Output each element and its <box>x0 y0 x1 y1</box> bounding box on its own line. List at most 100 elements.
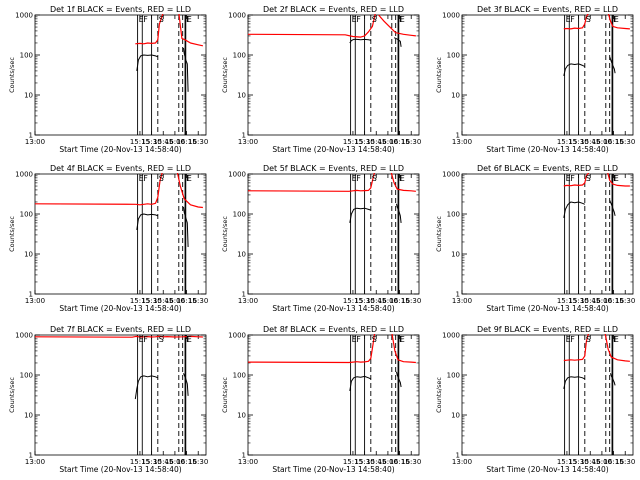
marker-label: F <box>570 174 575 183</box>
y-tick-label: 100 <box>233 372 246 380</box>
y-tick-label: 1000 <box>15 332 33 340</box>
plot-area <box>563 14 630 135</box>
events-series-line <box>183 373 189 396</box>
marker-label: F <box>186 335 191 344</box>
x-tick-label: 13:00 <box>452 297 472 305</box>
y-tick-label: 10 <box>451 92 460 100</box>
plot-area <box>248 334 416 455</box>
lld-series-line <box>563 173 590 187</box>
y-tick-label: 10 <box>24 92 33 100</box>
lld-series-line <box>248 334 376 364</box>
y-tick-label: 100 <box>20 52 33 60</box>
x-tick-label: 15:45 <box>153 458 173 466</box>
marker-label: F <box>399 15 404 24</box>
lld-series-line <box>35 173 163 206</box>
chart-panel: Det 2f BLACK = Events, RED = LLD 1 10 100 10… <box>221 5 421 154</box>
marker-label: F <box>570 335 575 344</box>
x-tick-label: 16:30 <box>401 297 421 305</box>
y-axis-label: Counts/sec <box>221 216 229 252</box>
x-tick-label: 15:30 <box>141 138 161 146</box>
chart-panel: Det 4f BLACK = Events, RED = LLD 1 10 100 10… <box>8 164 208 313</box>
y-tick-label: 1000 <box>442 12 460 20</box>
marker-label: S <box>159 174 164 183</box>
chart-title: Det 9f BLACK = Events, RED = LLD <box>477 325 618 334</box>
x-tick-label: 16:00 <box>378 458 398 466</box>
x-tick-label: 15:45 <box>153 297 173 305</box>
marker-label: E <box>614 15 619 24</box>
chart-title: Det 1f BLACK = Events, RED = LLD <box>50 5 191 14</box>
chart-panel: Det 8f BLACK = Events, RED = LLD 1 10 100 10… <box>221 325 421 474</box>
marker-label: F <box>399 174 404 183</box>
y-tick-label: 10 <box>237 92 246 100</box>
y-tick-label: 1000 <box>442 171 460 179</box>
y-tick-label: 1000 <box>15 12 33 20</box>
y-axis-label: Counts/sec <box>8 57 16 93</box>
x-tick-label: 16:00 <box>378 297 398 305</box>
y-tick-label: 1000 <box>442 332 460 340</box>
x-tick-label: 15:30 <box>141 458 161 466</box>
marker-label: F <box>356 15 361 24</box>
marker-label: E <box>400 335 405 344</box>
marker-label: E <box>352 335 357 344</box>
events-series-line <box>609 200 616 216</box>
lld-series-line <box>390 173 416 192</box>
events-series-line <box>563 376 586 390</box>
chart-panel: Det 3f BLACK = Events, RED = LLD 1 10 100 10… <box>435 5 635 154</box>
y-tick-label: 100 <box>20 211 33 219</box>
lld-series-line <box>607 173 630 187</box>
chart-panel: Det 1f BLACK = Events, RED = LLD 1 10 100 10… <box>8 5 208 154</box>
plot-frame <box>247 334 420 456</box>
plot-frame <box>34 173 207 295</box>
x-tick-label: 16:15 <box>389 458 409 466</box>
y-axis-label: Counts/sec <box>435 377 443 413</box>
x-tick-label: 16:30 <box>188 138 208 146</box>
y-tick-label: 100 <box>233 52 246 60</box>
x-axis-label: Start Time (20-Nov-13 14:58:40) <box>272 304 394 313</box>
x-axis-label: Start Time (20-Nov-13 14:58:40) <box>272 465 394 474</box>
chart-title: Det 7f BLACK = Events, RED = LLD <box>50 325 191 334</box>
y-axis-label: Counts/sec <box>8 216 16 252</box>
x-tick-label: 16:00 <box>378 138 398 146</box>
events-series-line <box>136 54 158 71</box>
y-tick-label: 100 <box>20 372 33 380</box>
marker-label: S <box>586 174 591 183</box>
y-tick-label: 10 <box>237 251 246 259</box>
x-tick-label: 13:00 <box>238 297 258 305</box>
x-tick-label: 16:00 <box>592 458 612 466</box>
chart-title: Det 8f BLACK = Events, RED = LLD <box>263 325 404 334</box>
chart-title: Det 5f BLACK = Events, RED = LLD <box>263 164 404 173</box>
y-axis-label: Counts/sec <box>221 377 229 413</box>
chart-panel: Det 5f BLACK = Events, RED = LLD 1 10 100 10… <box>221 164 421 313</box>
lld-series-line <box>563 14 589 30</box>
y-tick-label: 100 <box>233 211 246 219</box>
marker-label: F <box>613 15 618 24</box>
y-tick-label: 10 <box>451 251 460 259</box>
x-tick-label: 15:15 <box>130 297 150 305</box>
x-tick-label: 13:00 <box>238 138 258 146</box>
marker-label: I <box>611 174 613 183</box>
x-tick-label: 15:45 <box>580 297 600 305</box>
lld-series-line <box>135 14 164 45</box>
lld-series-line <box>248 14 376 38</box>
chart-title: Det 6f BLACK = Events, RED = LLD <box>477 164 618 173</box>
events-series-line <box>563 201 585 218</box>
x-tick-label: 16:30 <box>188 297 208 305</box>
marker-label: S <box>372 174 377 183</box>
events-series-line <box>134 375 158 400</box>
x-tick-label: 13:00 <box>25 297 45 305</box>
x-tick-label: 16:15 <box>389 138 409 146</box>
y-tick-label: 1 <box>456 291 460 299</box>
marker-label: F <box>143 15 148 24</box>
marker-label: F <box>570 15 575 24</box>
y-axis-label: Counts/sec <box>435 57 443 93</box>
events-series-line <box>393 37 402 47</box>
x-tick-label: 15:45 <box>366 297 386 305</box>
x-tick-label: 16:15 <box>176 297 196 305</box>
y-tick-label: 10 <box>451 412 460 420</box>
chart-title: Det 2f BLACK = Events, RED = LLD <box>263 5 404 14</box>
plot-frame <box>461 173 634 295</box>
lld-series-line <box>176 173 203 209</box>
marker-label: E <box>187 335 192 344</box>
events-series-line <box>396 203 402 223</box>
marker-label: E <box>614 174 619 183</box>
